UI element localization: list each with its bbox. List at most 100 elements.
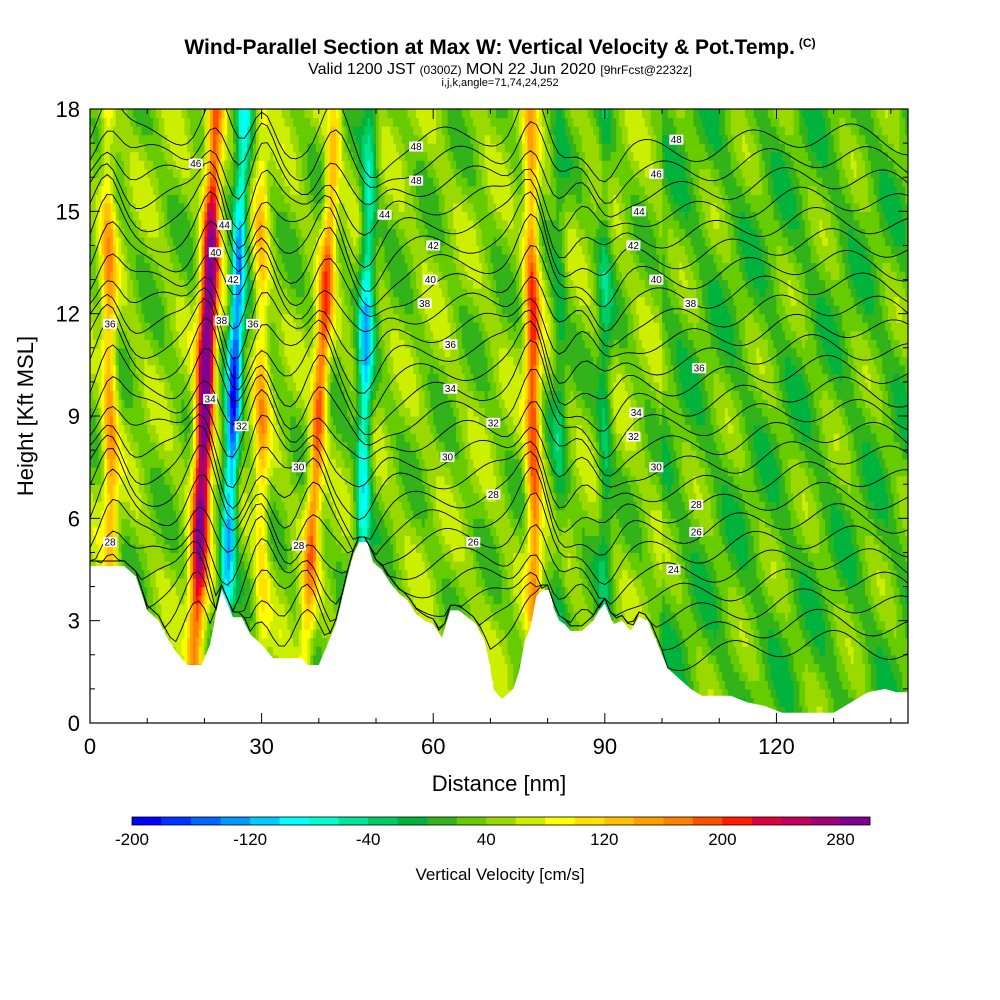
velocity-cell	[110, 467, 114, 477]
velocity-cell	[204, 646, 208, 656]
velocity-cell	[147, 313, 151, 323]
velocity-cell	[124, 126, 128, 136]
velocity-cell	[224, 262, 228, 272]
velocity-cell	[218, 560, 223, 571]
velocity-cell	[121, 526, 125, 536]
velocity-cell	[130, 475, 134, 485]
velocity-cell	[118, 390, 123, 400]
velocity-cell	[152, 134, 157, 144]
velocity-cell	[221, 484, 226, 494]
velocity-cell	[92, 271, 97, 281]
velocity-cell	[135, 288, 140, 298]
velocity-cell	[170, 433, 174, 443]
velocity-cell	[190, 143, 194, 153]
velocity-cell	[98, 526, 103, 536]
velocity-cell	[155, 467, 160, 477]
velocity-cell	[181, 330, 185, 340]
velocity-cell	[121, 236, 125, 247]
velocity-cell	[155, 586, 160, 596]
velocity-cell	[198, 433, 203, 443]
velocity-cell	[227, 288, 231, 298]
velocity-cell	[164, 228, 168, 238]
velocity-cell	[221, 398, 226, 409]
velocity-cell	[155, 185, 160, 195]
velocity-cell	[207, 467, 211, 477]
velocity-cell	[155, 475, 160, 485]
velocity-cell	[118, 253, 123, 264]
velocity-cell	[198, 398, 203, 409]
velocity-cell	[158, 109, 163, 119]
velocity-cell	[92, 373, 97, 383]
velocity-cell	[98, 492, 103, 502]
velocity-cell	[124, 390, 128, 400]
velocity-cell	[201, 501, 206, 511]
velocity-cell	[98, 424, 103, 434]
velocity-cell	[207, 330, 211, 340]
velocity-cell	[112, 381, 117, 392]
velocity-cell	[167, 279, 171, 289]
velocity-cell	[167, 322, 171, 332]
velocity-cell	[158, 296, 163, 306]
velocity-cell	[190, 253, 194, 264]
velocity-cell	[141, 578, 145, 588]
velocity-cell	[130, 407, 134, 417]
velocity-cell	[221, 109, 226, 119]
velocity-cell	[218, 262, 223, 272]
velocity-cell	[144, 339, 148, 349]
velocity-cell	[221, 288, 226, 298]
velocity-cell	[172, 202, 177, 212]
velocity-cell	[158, 262, 163, 272]
velocity-cell	[201, 578, 206, 588]
velocity-cell	[167, 202, 171, 212]
velocity-cell	[201, 560, 206, 571]
velocity-cell	[127, 458, 131, 468]
velocity-cell	[104, 168, 108, 178]
velocity-cell	[115, 467, 120, 477]
velocity-cell	[184, 364, 188, 374]
velocity-cell	[115, 492, 120, 502]
velocity-cell	[215, 535, 220, 545]
velocity-cell	[104, 373, 108, 383]
velocity-cell	[107, 364, 111, 374]
velocity-cell	[150, 160, 154, 170]
velocity-cell	[207, 347, 211, 357]
velocity-cell	[138, 143, 143, 153]
velocity-cell	[144, 279, 148, 289]
velocity-cell	[124, 433, 128, 443]
velocity-cell	[92, 552, 97, 562]
velocity-cell	[167, 398, 171, 409]
velocity-cell	[207, 620, 211, 630]
velocity-cell	[192, 245, 197, 255]
velocity-cell	[138, 109, 143, 119]
velocity-cell	[190, 262, 194, 272]
velocity-cell	[172, 143, 177, 153]
velocity-cell	[110, 228, 114, 238]
velocity-cell	[212, 381, 217, 392]
velocity-cell	[152, 194, 157, 204]
velocity-cell	[212, 109, 217, 119]
velocity-cell	[104, 526, 108, 536]
velocity-cell	[150, 424, 154, 434]
velocity-cell	[158, 364, 163, 374]
velocity-cell	[178, 424, 183, 434]
velocity-cell	[132, 168, 137, 178]
velocity-cell	[127, 185, 131, 195]
velocity-cell	[167, 595, 171, 605]
velocity-cell	[144, 364, 148, 374]
velocity-cell	[218, 373, 223, 383]
velocity-cell	[101, 518, 105, 528]
velocity-cell	[115, 543, 120, 554]
velocity-cell	[121, 177, 125, 187]
velocity-cell	[158, 526, 163, 536]
velocity-cell	[107, 236, 111, 247]
velocity-cell	[172, 373, 177, 383]
velocity-cell	[138, 552, 143, 562]
velocity-cell	[158, 126, 163, 136]
velocity-cell	[110, 168, 114, 178]
velocity-cell	[152, 296, 157, 306]
velocity-cell	[144, 211, 148, 221]
velocity-cell	[132, 424, 137, 434]
velocity-cell	[150, 126, 154, 136]
velocity-cell	[138, 416, 143, 426]
velocity-cell	[167, 450, 171, 460]
